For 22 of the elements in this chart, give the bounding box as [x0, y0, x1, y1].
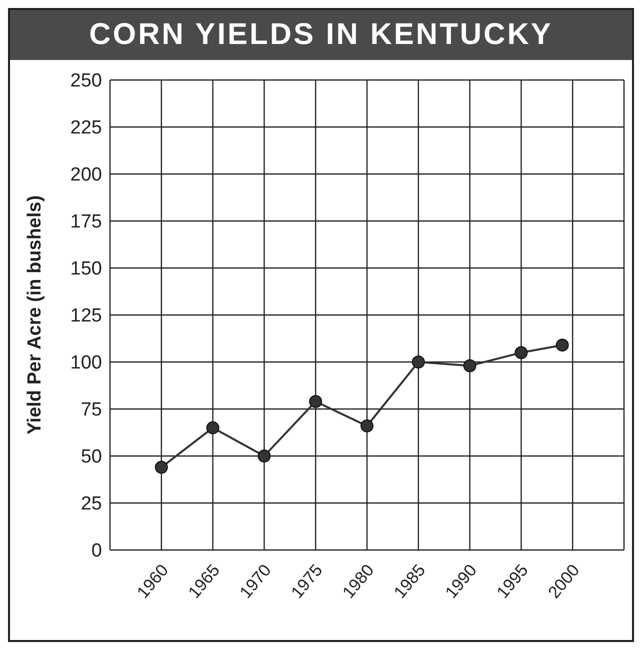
point [154, 460, 168, 474]
y-axis-title: Yield Per Acre (in bushels) [24, 195, 46, 435]
y-tick-label: 175 [70, 212, 102, 233]
y-tick-label: 25 [80, 494, 102, 515]
y-tick-label: 100 [70, 352, 102, 374]
y-tick-label: 125 [70, 306, 102, 327]
chart-title: CORN YIELDS IN KENTUCKY [10, 10, 632, 60]
y-tick-label: 250 [70, 70, 102, 92]
y-tick-label: 150 [70, 258, 102, 280]
point [206, 421, 220, 434]
y-tick-label: 0 [91, 540, 102, 562]
y-tick-label: 200 [70, 164, 102, 186]
point [556, 338, 569, 352]
point [514, 346, 528, 360]
point [412, 356, 425, 368]
y-tick-label: 225 [70, 118, 102, 139]
point [360, 419, 374, 432]
y-tick-label: 50 [80, 446, 102, 468]
y-tick-label: 75 [80, 400, 102, 421]
point [463, 359, 476, 372]
point [309, 394, 322, 408]
point [258, 450, 271, 462]
